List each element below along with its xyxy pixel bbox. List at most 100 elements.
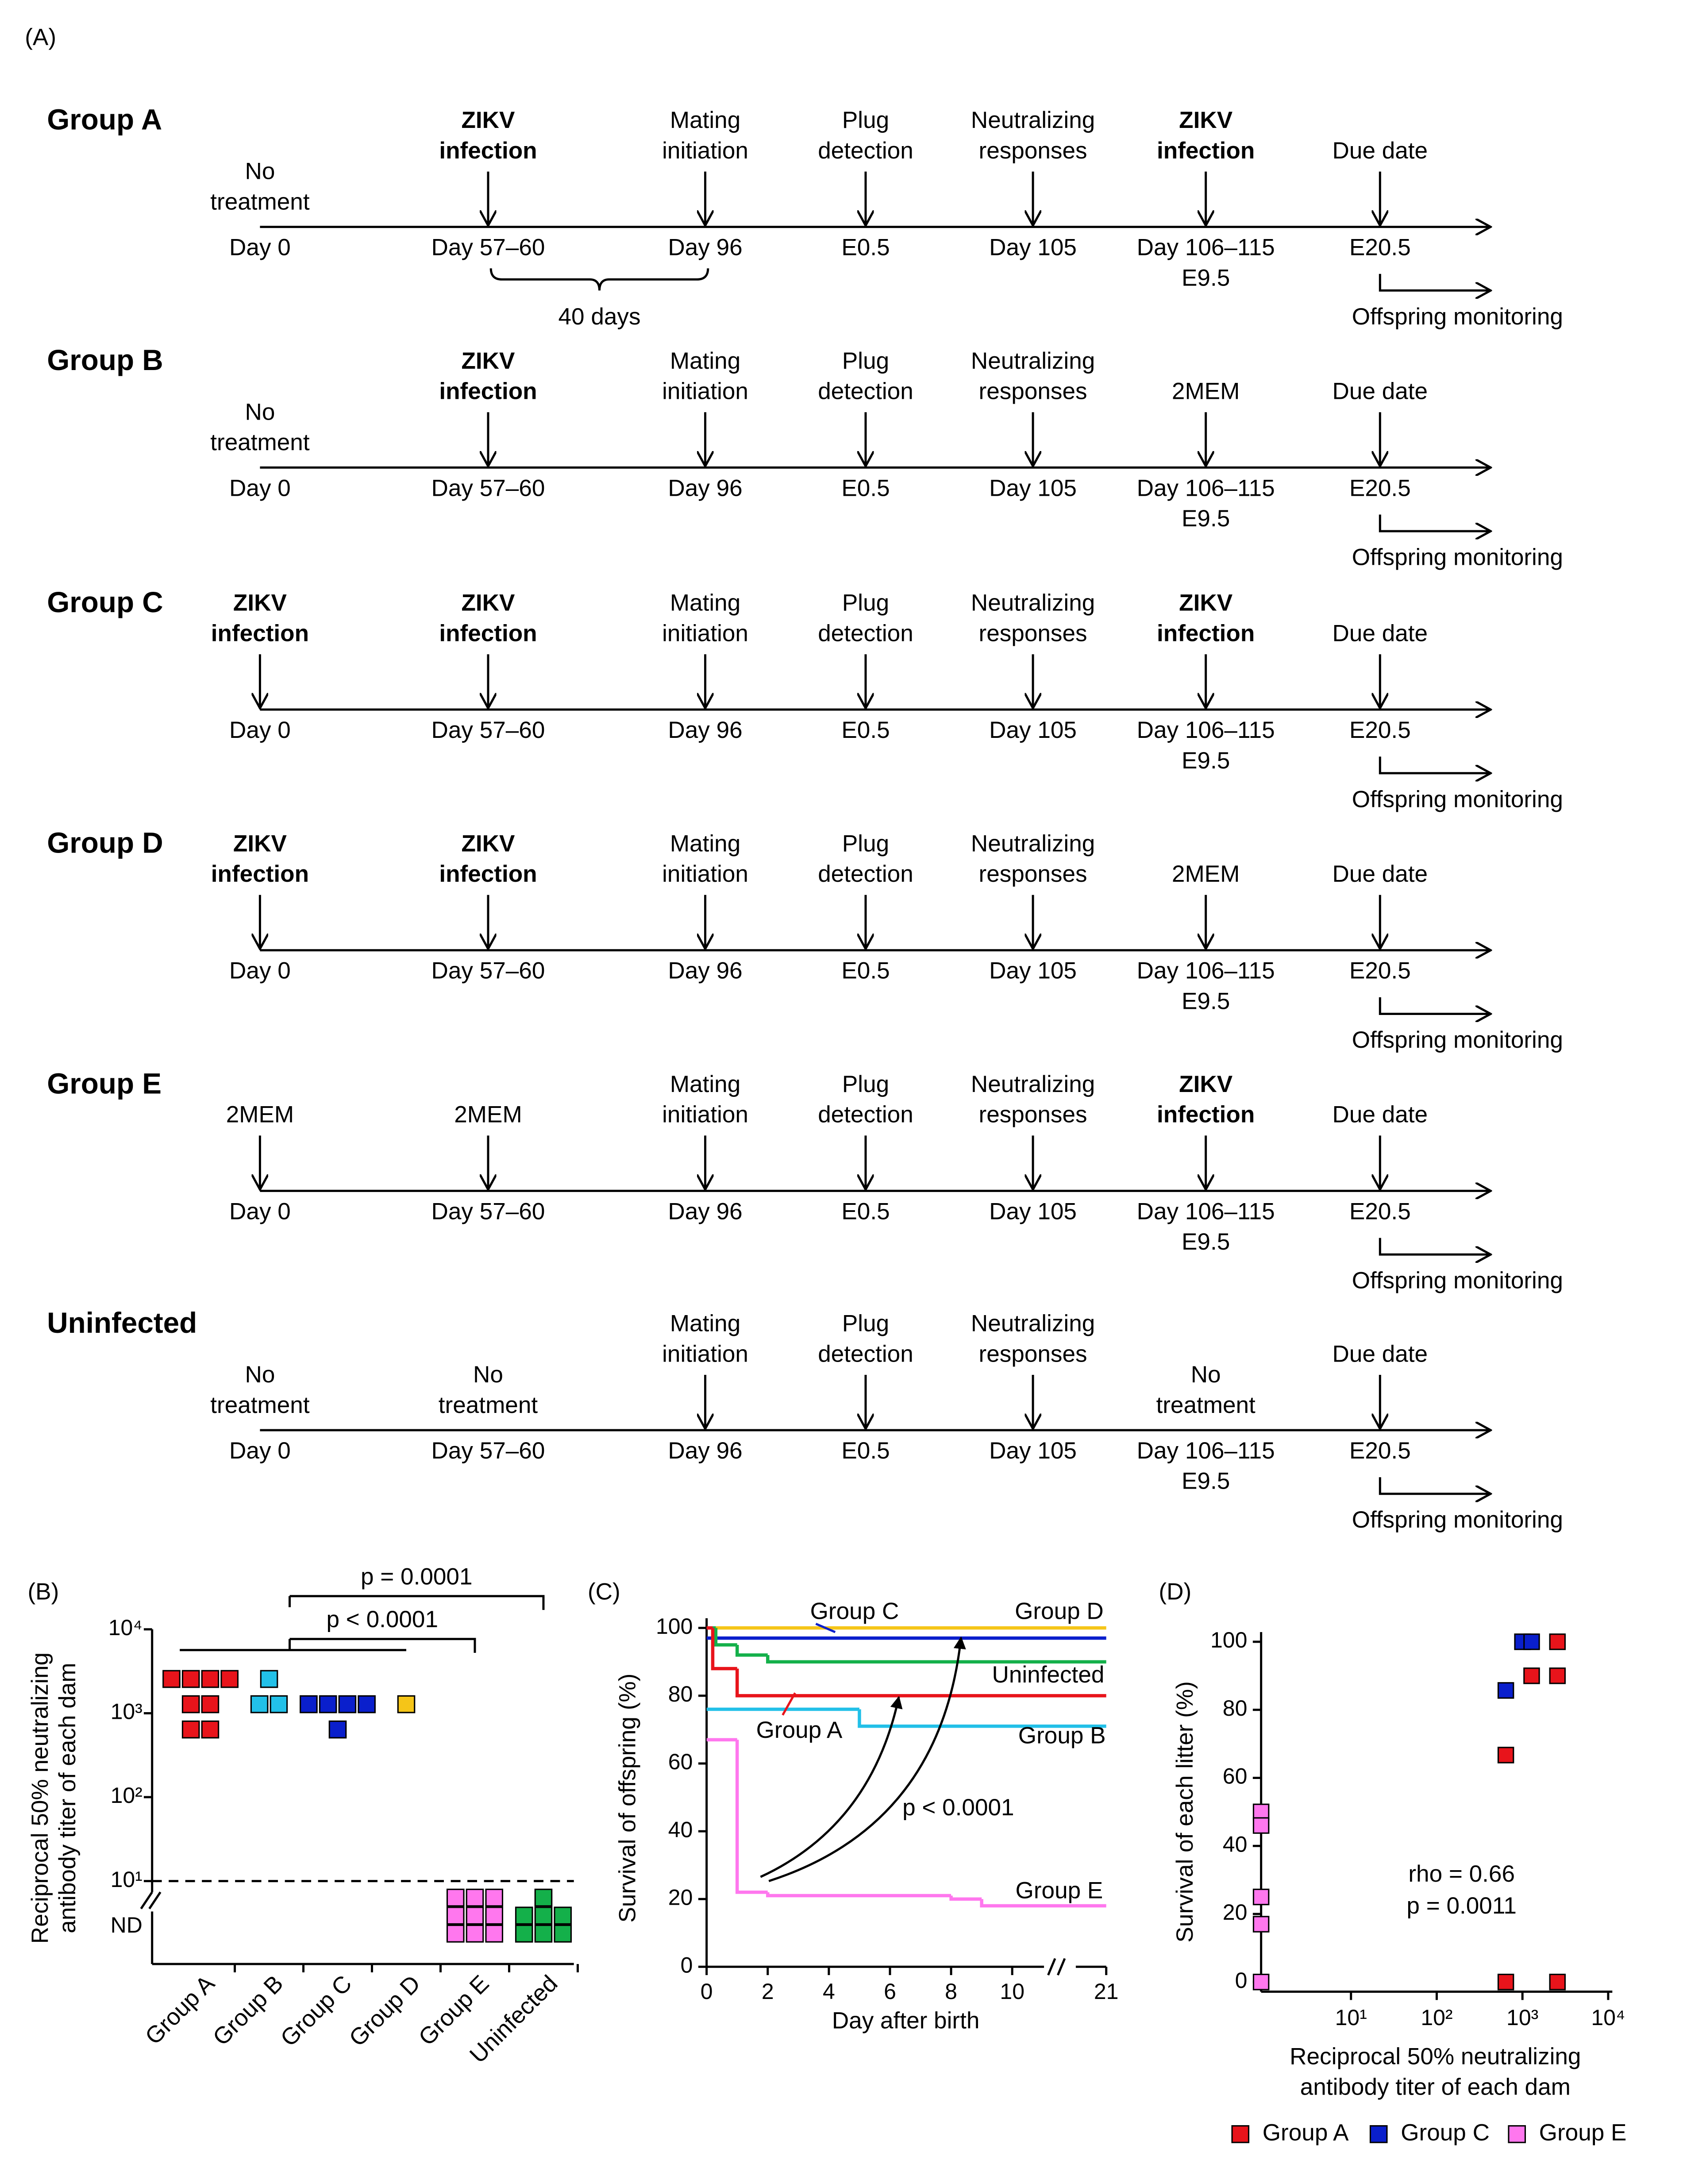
legend-swatch: [1369, 2125, 1388, 2143]
event-label: treatment: [1156, 1392, 1256, 1418]
annotation: p = 0.0011: [1406, 1893, 1517, 1919]
point: [220, 1670, 239, 1688]
x-tick-label: 8: [945, 1979, 957, 2004]
x-tick-label: 2: [762, 1979, 774, 2004]
point: [319, 1695, 337, 1713]
event-label: 2MEM: [1172, 378, 1240, 405]
point: [1252, 1888, 1270, 1906]
day-label: Day 0: [229, 958, 291, 984]
point: [162, 1670, 181, 1688]
panel-label: (A): [25, 24, 56, 50]
event-label: Plug: [842, 830, 889, 857]
event-label: Neutralizing: [971, 107, 1095, 133]
event-label: initiation: [662, 1341, 748, 1367]
y-axis-label: Survival of offspring (%): [615, 1674, 641, 1923]
day-label: Day 105: [989, 475, 1077, 501]
day-label: Day 0: [229, 1198, 291, 1224]
series-label: Group C: [810, 1598, 899, 1624]
event-label: detection: [818, 1102, 913, 1128]
survival-step: [714, 1628, 737, 1647]
survival-step: [858, 1709, 1106, 1728]
series-label: Group D: [1015, 1598, 1104, 1624]
event-label: 2MEM: [1172, 861, 1240, 887]
event-label: ZIKV: [461, 590, 515, 616]
event-label: No: [473, 1362, 503, 1388]
y-tick-label: 10¹: [111, 1867, 143, 1892]
y-tick-label: 60: [668, 1749, 693, 1774]
point: [181, 1720, 200, 1739]
point: [358, 1695, 376, 1713]
day-label: E20.5: [1349, 958, 1411, 984]
point: [446, 1888, 465, 1907]
point: [201, 1720, 220, 1739]
axis-break: [1047, 1958, 1066, 1976]
event-label: infection: [439, 378, 537, 405]
legend-swatch: [1231, 2125, 1250, 2143]
event-label: detection: [818, 1341, 913, 1367]
y-tick-label: 100: [1210, 1628, 1247, 1652]
point: [1252, 1973, 1270, 1991]
point: [1252, 1817, 1270, 1834]
event-label: detection: [818, 861, 913, 887]
event-label: initiation: [662, 620, 748, 646]
legend-label: Group E: [1539, 2119, 1627, 2145]
x-tick-label: 10²: [1421, 2005, 1452, 2030]
offspring-label: Offspring monitoring: [1352, 304, 1563, 330]
point: [446, 1906, 465, 1925]
point: [397, 1695, 416, 1713]
offspring-arrow: [1379, 756, 1491, 773]
leader: [782, 1692, 796, 1716]
event-label: Neutralizing: [971, 590, 1095, 616]
day-label: Day 96: [668, 1198, 742, 1224]
group-name: Uninfected: [47, 1307, 197, 1339]
day-label: E0.5: [841, 475, 890, 501]
event-label: treatment: [210, 429, 310, 455]
day-label: Day 57–60: [431, 475, 545, 501]
event-label: 2MEM: [226, 1102, 294, 1128]
point: [201, 1695, 220, 1713]
day-label: E9.5: [1182, 505, 1230, 532]
point: [328, 1720, 347, 1739]
day-label: Day 106–115: [1137, 235, 1275, 261]
day-label: Day 106–115: [1137, 717, 1275, 743]
annotation: p < 0.0001: [902, 1794, 1014, 1821]
day-label: E20.5: [1349, 235, 1411, 261]
point: [446, 1925, 465, 1943]
y-tick-label: 10³: [111, 1699, 143, 1724]
x-axis-label: Day after birth: [832, 2007, 980, 2034]
point: [534, 1906, 553, 1925]
series-label: Group B: [1018, 1723, 1106, 1749]
y-axis-label: Reciprocal 50% neutralizing: [27, 1652, 53, 1944]
day-label: Day 57–60: [431, 1198, 545, 1224]
event-label: Neutralizing: [971, 348, 1095, 374]
day-label: Day 96: [668, 475, 742, 501]
offspring-label: Offspring monitoring: [1352, 544, 1563, 571]
event-label: Neutralizing: [971, 1311, 1095, 1337]
point: [485, 1925, 504, 1943]
day-label: E0.5: [841, 717, 890, 743]
x-axis-label: antibody titer of each dam: [1300, 2074, 1571, 2100]
event-label: Mating: [670, 107, 740, 133]
x-axis-label: Reciprocal 50% neutralizing: [1290, 2044, 1581, 2070]
event-label: Due date: [1333, 1341, 1428, 1367]
offspring-label: Offspring monitoring: [1352, 1507, 1563, 1533]
x-tick-label: 0: [701, 1979, 713, 2004]
y-tick-label: 0: [1235, 1968, 1248, 1993]
point: [554, 1925, 572, 1943]
offspring-arrow: [1379, 274, 1491, 290]
group-name: Group A: [47, 103, 162, 135]
day-label: Day 57–60: [431, 958, 545, 984]
event-label: Plug: [842, 590, 889, 616]
event-label: No: [1191, 1362, 1221, 1388]
y-tick-label: 20: [1223, 1900, 1248, 1925]
event-label: initiation: [662, 138, 748, 164]
event-label: initiation: [662, 861, 748, 887]
panel-label: (D): [1159, 1579, 1191, 1605]
event-label: infection: [439, 138, 537, 164]
event-label: responses: [979, 378, 1087, 405]
group-name: Group B: [47, 344, 163, 376]
event-label: Due date: [1333, 620, 1428, 646]
survival-step: [766, 1892, 951, 1898]
event-label: No: [245, 158, 275, 185]
